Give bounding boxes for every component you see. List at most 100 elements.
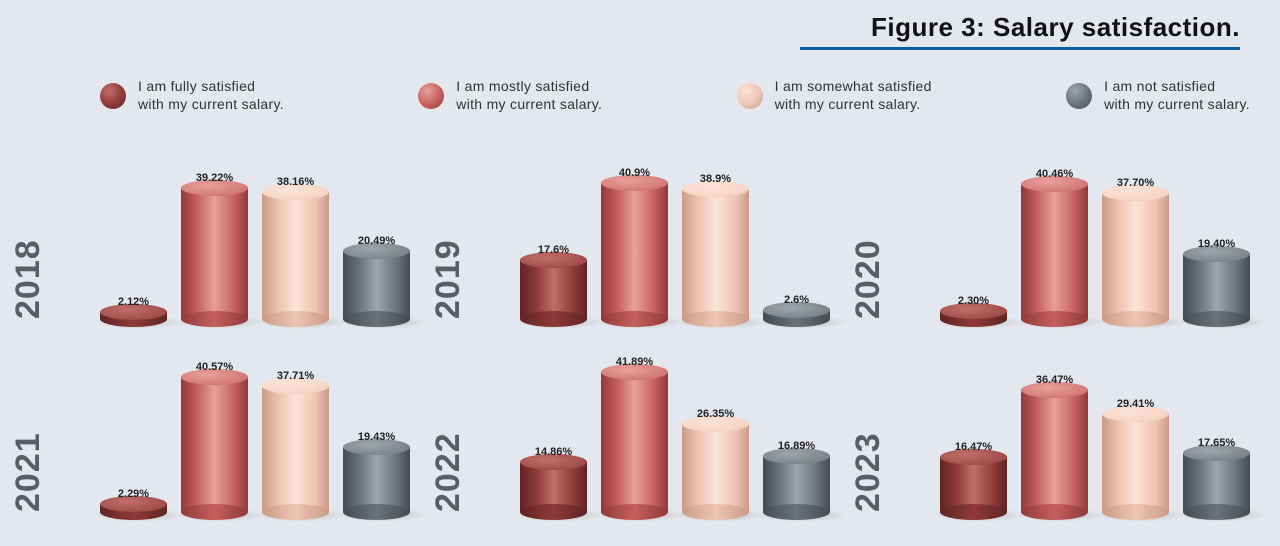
bar-body (1021, 390, 1088, 512)
bar-bottom-ellipse (181, 504, 248, 520)
bar: 14.86% (520, 462, 587, 512)
bar-value-label: 39.22% (181, 172, 248, 184)
figure-title: Figure 3: Salary satisfaction. (800, 12, 1240, 43)
bar-cylinder (1021, 184, 1088, 319)
bar-group: 17.6%40.9%38.9%2.6% (520, 169, 830, 319)
bar-group: 16.47%36.47%29.41%17.65% (940, 362, 1250, 512)
bar-cylinder (520, 462, 587, 512)
bar: 40.57% (181, 377, 248, 512)
bar: 17.6% (520, 260, 587, 319)
year-label: 2021 (9, 432, 48, 512)
bar-cylinder (682, 189, 749, 319)
bar-value-label: 2.12% (100, 296, 167, 308)
chart-grid: 20182.12%39.22%38.16%20.49%201917.6%40.9… (0, 150, 1260, 536)
bar-cylinder (262, 192, 329, 319)
legend-label: I am somewhat satisfiedwith my current s… (775, 78, 932, 113)
legend-label: I am fully satisfiedwith my current sala… (138, 78, 284, 113)
bar-value-label: 29.41% (1102, 398, 1169, 410)
bar-bottom-ellipse (682, 311, 749, 327)
bar-bottom-ellipse (343, 504, 410, 520)
bar-value-label: 38.16% (262, 176, 329, 188)
chart-panel: 201917.6%40.9%38.9%2.6% (420, 150, 840, 343)
bar-bottom-ellipse (763, 504, 830, 520)
bar-cylinder (601, 372, 668, 512)
bar: 26.35% (682, 424, 749, 512)
bar-cylinder (1102, 193, 1169, 319)
bar-value-label: 26.35% (682, 408, 749, 420)
bar: 2.12% (100, 312, 167, 319)
chart-panel: 202214.86%41.89%26.35%16.89% (420, 343, 840, 536)
bar: 20.49% (343, 251, 410, 319)
bar: 16.89% (763, 456, 830, 512)
bar-value-label: 37.71% (262, 370, 329, 382)
bar: 38.9% (682, 189, 749, 319)
bar-bottom-ellipse (520, 311, 587, 327)
bar: 38.16% (262, 192, 329, 319)
legend-swatch (418, 83, 444, 109)
bar-value-label: 40.46% (1021, 168, 1088, 180)
bar-value-label: 19.43% (343, 431, 410, 443)
bar-body (1021, 184, 1088, 319)
bar-value-label: 37.70% (1102, 177, 1169, 189)
bar-cylinder (940, 457, 1007, 512)
bar-value-label: 36.47% (1021, 374, 1088, 386)
bar-bottom-ellipse (940, 504, 1007, 520)
bar-cylinder (520, 260, 587, 319)
bar-bottom-ellipse (1021, 311, 1088, 327)
year-label: 2022 (429, 432, 468, 512)
legend-swatch (100, 83, 126, 109)
bar: 16.47% (940, 457, 1007, 512)
bar-bottom-ellipse (181, 311, 248, 327)
bar: 39.22% (181, 188, 248, 319)
year-label: 2023 (849, 432, 888, 512)
bar-group: 2.12%39.22%38.16%20.49% (100, 169, 410, 319)
legend-label: I am not satisfiedwith my current salary… (1104, 78, 1250, 113)
bar-cylinder (1183, 453, 1250, 512)
bar-bottom-ellipse (601, 504, 668, 520)
bar-body (1102, 193, 1169, 319)
bar-value-label: 38.9% (682, 173, 749, 185)
bar-cylinder (181, 377, 248, 512)
bar: 29.41% (1102, 414, 1169, 512)
bar-bottom-ellipse (1183, 311, 1250, 327)
bar: 2.30% (940, 311, 1007, 319)
bar-body (682, 424, 749, 512)
bar-body (601, 183, 668, 319)
bar-cylinder (343, 447, 410, 512)
bar-value-label: 17.65% (1183, 437, 1250, 449)
bar-body (682, 189, 749, 319)
bar-group: 14.86%41.89%26.35%16.89% (520, 362, 830, 512)
bar-cylinder (682, 424, 749, 512)
legend-swatch (737, 83, 763, 109)
bar-group: 2.29%40.57%37.71%19.43% (100, 362, 410, 512)
year-label: 2020 (849, 239, 888, 319)
bar-cylinder (601, 183, 668, 319)
year-label: 2018 (9, 239, 48, 319)
legend-swatch (1066, 83, 1092, 109)
bar: 36.47% (1021, 390, 1088, 512)
figure-title-block: Figure 3: Salary satisfaction. (800, 12, 1240, 50)
bar-bottom-ellipse (1102, 504, 1169, 520)
bar-body (262, 386, 329, 512)
bar-value-label: 20.49% (343, 235, 410, 247)
bar-value-label: 2.30% (940, 295, 1007, 307)
bar-value-label: 14.86% (520, 446, 587, 458)
bar: 41.89% (601, 372, 668, 512)
chart-panel: 20212.29%40.57%37.71%19.43% (0, 343, 420, 536)
bar-body (1102, 414, 1169, 512)
bar: 17.65% (1183, 453, 1250, 512)
bar-cylinder (763, 310, 830, 319)
figure-title-rule (800, 47, 1240, 50)
bar-bottom-ellipse (262, 504, 329, 520)
bar-bottom-ellipse (1102, 311, 1169, 327)
legend-label: I am mostly satisfiedwith my current sal… (456, 78, 602, 113)
bar-body (1183, 254, 1250, 319)
bar-cylinder (1102, 414, 1169, 512)
chart-panel: 20182.12%39.22%38.16%20.49% (0, 150, 420, 343)
bar: 19.40% (1183, 254, 1250, 319)
bar: 40.46% (1021, 184, 1088, 319)
legend-item: I am mostly satisfiedwith my current sal… (418, 78, 602, 113)
bar-value-label: 16.89% (763, 440, 830, 452)
bar-body (343, 251, 410, 319)
bar-value-label: 40.9% (601, 167, 668, 179)
